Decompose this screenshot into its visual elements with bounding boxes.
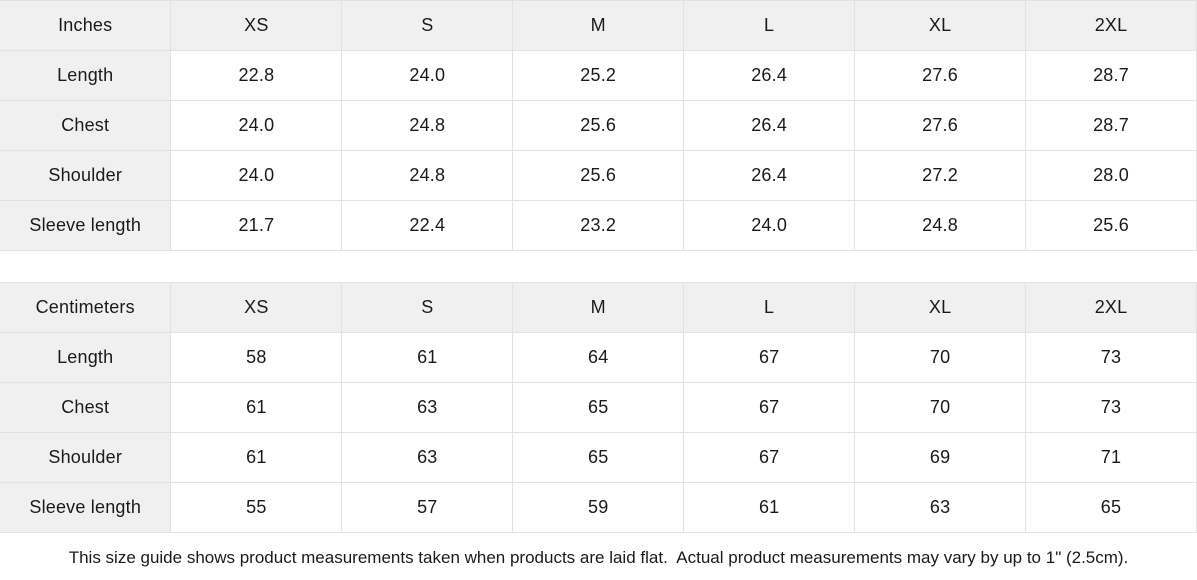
measurement-cell: 27.6 [854,50,1027,101]
measurement-cell: 21.7 [170,200,343,251]
row-label-sleeve-length: Sleeve length [0,200,172,251]
table-row: Chest 24.0 24.8 25.6 26.4 27.6 28.7 [0,100,1197,151]
size-header-2xl: 2XL [1025,0,1197,51]
measurement-cell: 63 [854,482,1027,533]
size-header-l: L [683,0,856,51]
measurement-cell: 58 [170,332,343,383]
measurement-cell: 73 [1025,332,1197,383]
measurement-cell: 65 [1025,482,1197,533]
centimeters-size-table: Centimeters XS S M L XL 2XL Length 58 61… [0,282,1197,533]
measurement-cell: 65 [512,432,685,483]
table-row: Length 58 61 64 67 70 73 [0,332,1197,383]
unit-header-centimeters: Centimeters [0,282,172,333]
size-header-xs: XS [170,0,343,51]
measurement-cell: 26.4 [683,100,856,151]
measurement-cell: 26.4 [683,50,856,101]
table-row: Shoulder 24.0 24.8 25.6 26.4 27.2 28.0 [0,150,1197,201]
measurement-cell: 57 [341,482,514,533]
size-header-s: S [341,0,514,51]
size-header-s: S [341,282,514,333]
measurement-cell: 61 [341,332,514,383]
measurement-cell: 64 [512,332,685,383]
measurement-cell: 25.6 [1025,200,1197,251]
measurement-cell: 67 [683,332,856,383]
measurement-cell: 65 [512,382,685,433]
measurement-cell: 24.8 [854,200,1027,251]
measurement-cell: 63 [341,432,514,483]
measurement-cell: 28.7 [1025,100,1197,151]
measurement-cell: 28.0 [1025,150,1197,201]
size-guide-disclaimer: This size guide shows product measuremen… [0,533,1197,580]
inches-size-table: Inches XS S M L XL 2XL Length 22.8 24.0 … [0,0,1197,251]
measurement-cell: 61 [683,482,856,533]
measurement-cell: 61 [170,382,343,433]
measurement-cell: 22.8 [170,50,343,101]
size-header-2xl: 2XL [1025,282,1197,333]
table-header-row: Centimeters XS S M L XL 2XL [0,282,1197,333]
measurement-cell: 26.4 [683,150,856,201]
measurement-cell: 28.7 [1025,50,1197,101]
measurement-cell: 59 [512,482,685,533]
measurement-cell: 27.6 [854,100,1027,151]
measurement-cell: 73 [1025,382,1197,433]
measurement-cell: 61 [170,432,343,483]
measurement-cell: 24.0 [683,200,856,251]
table-header-row: Inches XS S M L XL 2XL [0,0,1197,51]
size-header-xl: XL [854,282,1027,333]
row-label-shoulder: Shoulder [0,150,172,201]
measurement-cell: 24.0 [170,150,343,201]
table-row: Sleeve length 21.7 22.4 23.2 24.0 24.8 2… [0,200,1197,251]
measurement-cell: 55 [170,482,343,533]
table-row: Shoulder 61 63 65 67 69 71 [0,432,1197,483]
row-label-chest: Chest [0,100,172,151]
measurement-cell: 24.8 [341,150,514,201]
measurement-cell: 70 [854,382,1027,433]
size-header-xs: XS [170,282,343,333]
size-header-l: L [683,282,856,333]
measurement-cell: 70 [854,332,1027,383]
size-header-m: M [512,282,685,333]
row-label-shoulder: Shoulder [0,432,172,483]
measurement-cell: 67 [683,432,856,483]
row-label-length: Length [0,50,172,101]
measurement-cell: 27.2 [854,150,1027,201]
measurement-cell: 24.8 [341,100,514,151]
size-header-m: M [512,0,685,51]
measurement-cell: 23.2 [512,200,685,251]
table-row: Chest 61 63 65 67 70 73 [0,382,1197,433]
measurement-cell: 71 [1025,432,1197,483]
table-row: Sleeve length 55 57 59 61 63 65 [0,482,1197,533]
measurement-cell: 25.2 [512,50,685,101]
row-label-length: Length [0,332,172,383]
size-header-xl: XL [854,0,1027,51]
measurement-cell: 24.0 [341,50,514,101]
unit-header-inches: Inches [0,0,172,51]
measurement-cell: 63 [341,382,514,433]
measurement-cell: 24.0 [170,100,343,151]
measurement-cell: 69 [854,432,1027,483]
measurement-cell: 25.6 [512,100,685,151]
measurement-cell: 25.6 [512,150,685,201]
row-label-sleeve-length: Sleeve length [0,482,172,533]
measurement-cell: 22.4 [341,200,514,251]
section-gap [0,251,1197,282]
row-label-chest: Chest [0,382,172,433]
table-row: Length 22.8 24.0 25.2 26.4 27.6 28.7 [0,50,1197,101]
measurement-cell: 67 [683,382,856,433]
